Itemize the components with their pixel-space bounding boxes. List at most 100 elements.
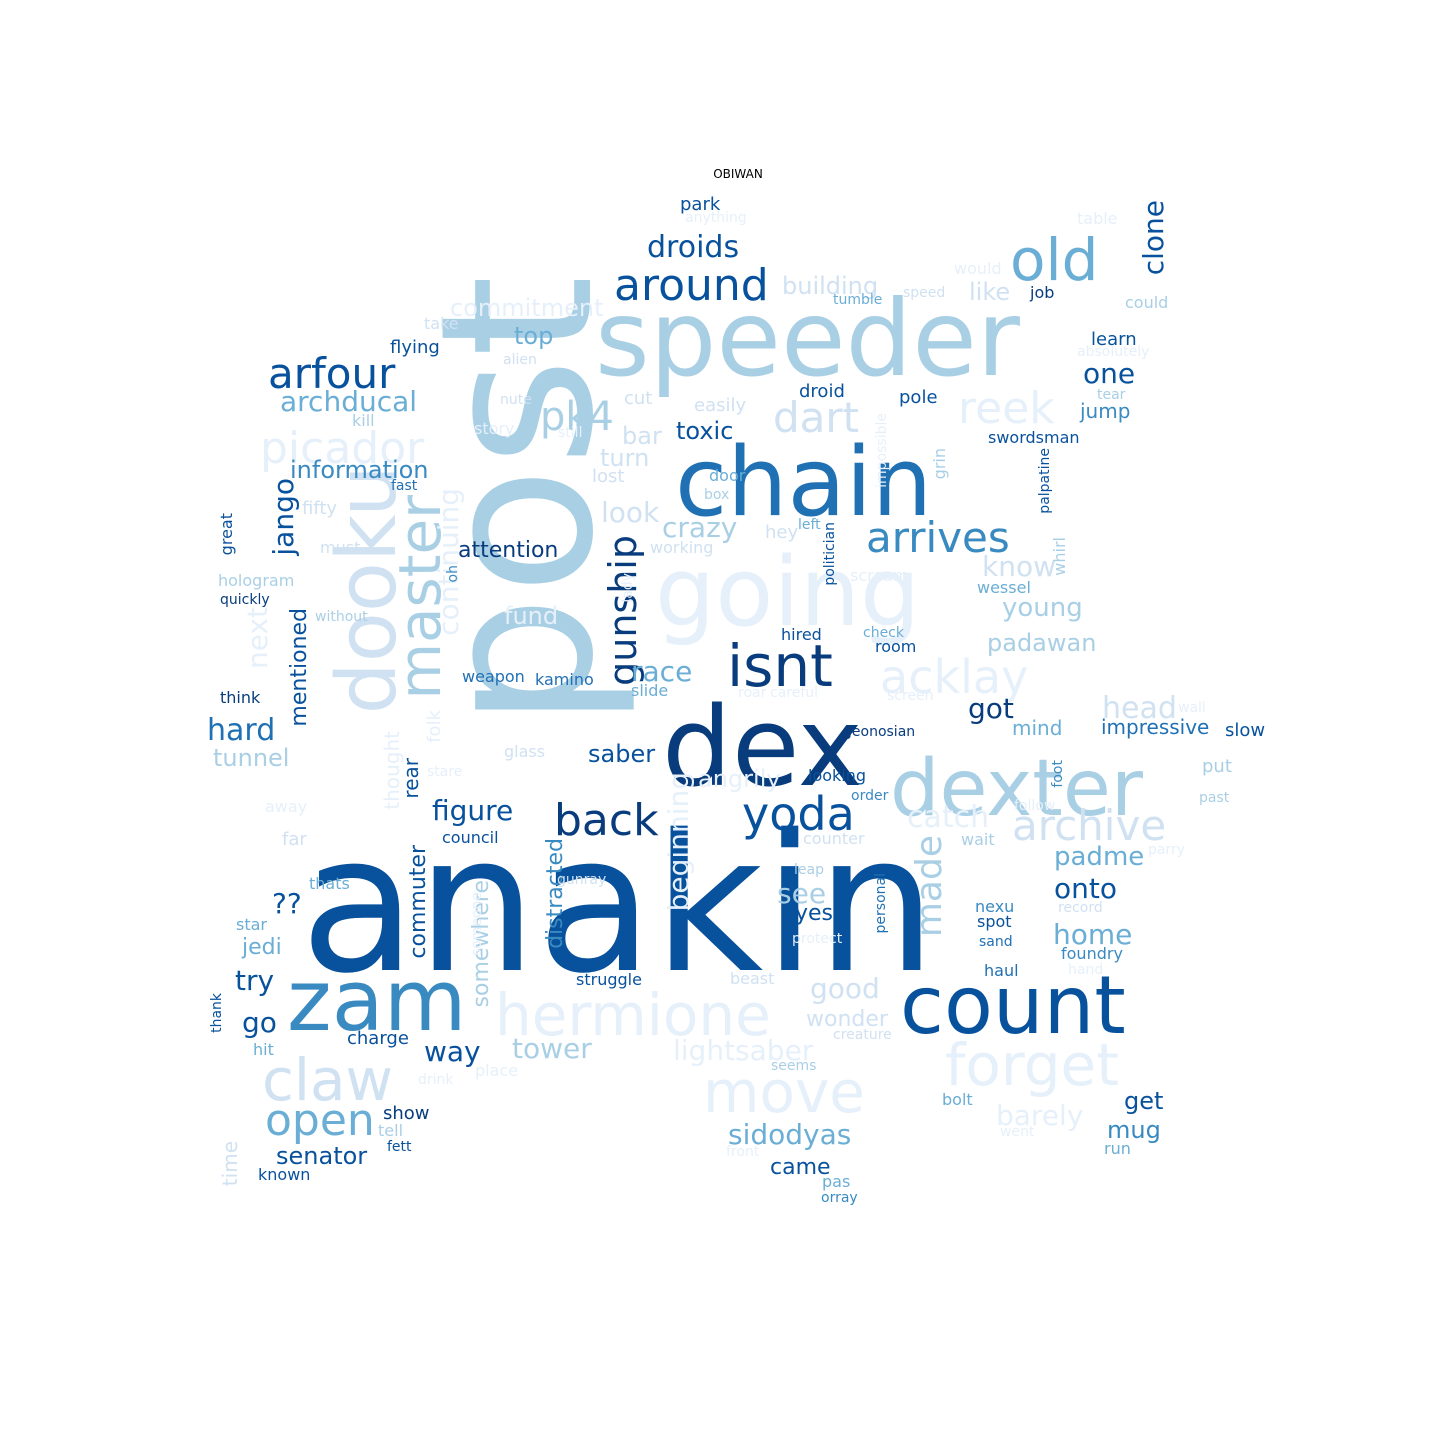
word-thats: thats bbox=[309, 874, 350, 893]
word-bar: bar bbox=[622, 422, 662, 450]
word-order: order bbox=[851, 788, 889, 804]
word-speeder: speeder bbox=[595, 278, 1021, 400]
word-glass: glass bbox=[504, 742, 545, 761]
word-question-marks: ?? bbox=[272, 887, 302, 920]
word-droids: droids bbox=[647, 230, 739, 265]
word-follow: follow bbox=[1014, 798, 1055, 814]
word-without: without bbox=[315, 609, 368, 625]
chart-title: OBIWAN bbox=[713, 167, 763, 181]
word-parry: parry bbox=[1148, 842, 1185, 858]
word-slide: slide bbox=[631, 681, 668, 700]
word-pas: pas bbox=[822, 1172, 850, 1191]
word-oh: oh bbox=[445, 565, 461, 582]
word-hermione: hermione bbox=[495, 981, 771, 1049]
word-left: left bbox=[798, 517, 821, 533]
word-padawan: padawan bbox=[987, 629, 1096, 657]
word-home: home bbox=[1053, 918, 1132, 951]
word-beast: beast bbox=[730, 969, 774, 988]
word-hit: hit bbox=[253, 1040, 274, 1059]
word-park: park bbox=[680, 194, 721, 215]
word-see: see bbox=[777, 877, 826, 910]
word-thought: thought bbox=[380, 731, 404, 810]
word-yoda: yoda bbox=[742, 787, 855, 841]
word-information: information bbox=[290, 456, 429, 484]
word-away: away bbox=[265, 797, 307, 816]
word-box: box bbox=[704, 487, 729, 503]
word-attention: attention bbox=[458, 538, 558, 563]
word-jango: jango bbox=[267, 478, 300, 557]
word-chain: chain bbox=[675, 428, 932, 538]
word-nute: nute bbox=[500, 392, 532, 408]
word-haul: haul bbox=[984, 961, 1019, 980]
word-slow: slow bbox=[1225, 720, 1265, 741]
word-old: old bbox=[1010, 226, 1098, 294]
word-barely: barely bbox=[996, 1099, 1083, 1132]
word-came: came bbox=[770, 1155, 831, 1180]
word-toxic: toxic bbox=[676, 417, 733, 445]
word-turn: turn bbox=[600, 444, 649, 472]
word-lightsaber: lightsaber bbox=[673, 1034, 814, 1067]
word-time: time bbox=[218, 1141, 242, 1186]
word-mug: mug bbox=[1107, 1116, 1161, 1144]
word-crazy: crazy bbox=[662, 511, 737, 544]
word-commitment: commitment bbox=[450, 294, 603, 322]
word-fett: fett bbox=[387, 1139, 412, 1155]
word-careful: careful bbox=[770, 685, 818, 701]
word-fifty: fifty bbox=[302, 498, 337, 519]
word-record: record bbox=[1058, 900, 1103, 916]
word-fast: fast bbox=[391, 478, 418, 494]
word-look: look bbox=[601, 496, 660, 529]
word-someone: someone bbox=[469, 892, 485, 956]
word-top: top bbox=[514, 322, 553, 350]
word-next: next bbox=[241, 607, 274, 669]
word-arfour: arfour bbox=[268, 349, 396, 398]
word-looking: looking bbox=[808, 766, 866, 785]
word-room: room bbox=[875, 637, 916, 656]
word-dart: dart bbox=[773, 393, 859, 442]
word-senator: senator bbox=[276, 1142, 367, 1170]
word-table: table bbox=[1077, 209, 1118, 228]
word-pk4: pk4 bbox=[540, 394, 614, 440]
word-learn: learn bbox=[1091, 329, 1137, 350]
word-continuing: continuing bbox=[432, 488, 465, 636]
word-back: back bbox=[554, 795, 659, 846]
word-counter: counter bbox=[803, 829, 865, 848]
word-clone: clone bbox=[1137, 200, 1170, 275]
word-droid: droid bbox=[799, 381, 845, 402]
word-orray: orray bbox=[821, 1190, 858, 1206]
word-door: door bbox=[709, 466, 746, 485]
word-jedi: jedi bbox=[241, 935, 282, 960]
word-way: way bbox=[424, 1035, 481, 1068]
word-past: past bbox=[1199, 790, 1230, 806]
word-impossible: impossible bbox=[874, 413, 890, 488]
word-open: open bbox=[265, 1095, 375, 1146]
word-creature: creature bbox=[833, 1027, 892, 1043]
word-could: could bbox=[1125, 293, 1168, 312]
word-zam: zam bbox=[287, 952, 467, 1051]
word-beginning: beginning bbox=[662, 772, 695, 911]
word-angrily: angrily bbox=[698, 765, 781, 793]
word-forget: forget bbox=[945, 1031, 1119, 1099]
word-reek: reek bbox=[958, 383, 1055, 434]
word-like: like bbox=[969, 278, 1010, 306]
word-spot: spot bbox=[977, 912, 1012, 931]
word-seems: seems bbox=[771, 1058, 816, 1074]
word-pole: pole bbox=[899, 387, 938, 408]
word-drink: drink bbox=[418, 1072, 454, 1088]
word-young: young bbox=[1002, 593, 1083, 623]
word-tunnel: tunnel bbox=[213, 744, 289, 772]
word-building: building bbox=[782, 272, 878, 300]
word-politician: politician bbox=[822, 522, 838, 586]
word-charge: charge bbox=[347, 1028, 409, 1049]
word-grin: grin bbox=[930, 448, 949, 479]
word-screen: screen bbox=[887, 688, 934, 704]
word-commuter: commuter bbox=[406, 844, 431, 959]
word-dex: dex bbox=[662, 683, 863, 811]
word-isnt: isnt bbox=[727, 632, 833, 700]
word-rear: rear bbox=[399, 757, 423, 798]
word-hard: hard bbox=[207, 713, 275, 748]
word-gunship: gunship bbox=[601, 535, 645, 686]
word-must: must bbox=[320, 538, 360, 557]
word-sidodyas: sidodyas bbox=[728, 1118, 851, 1151]
